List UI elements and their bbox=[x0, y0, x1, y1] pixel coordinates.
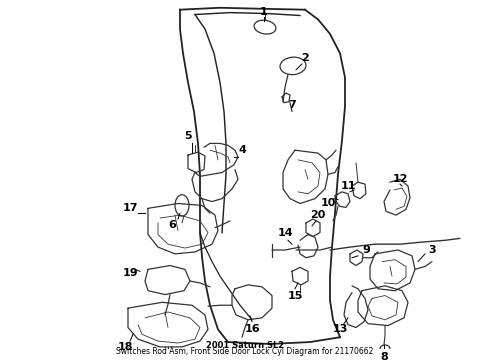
Text: 15: 15 bbox=[287, 291, 303, 301]
Text: 1: 1 bbox=[260, 6, 268, 17]
Text: 14: 14 bbox=[277, 228, 293, 238]
Text: Switches Rod Asm, Front Side Door Lock Cyl Diagram for 21170662: Switches Rod Asm, Front Side Door Lock C… bbox=[116, 347, 374, 356]
Text: 16: 16 bbox=[244, 324, 260, 334]
Text: 5: 5 bbox=[184, 131, 192, 141]
Text: 18: 18 bbox=[117, 342, 133, 352]
Text: 20: 20 bbox=[310, 210, 326, 220]
Text: 9: 9 bbox=[362, 245, 370, 255]
Text: 11: 11 bbox=[340, 181, 356, 191]
Text: 19: 19 bbox=[122, 268, 138, 278]
Text: 2: 2 bbox=[301, 53, 309, 63]
Text: 4: 4 bbox=[238, 145, 246, 155]
Text: 13: 13 bbox=[332, 324, 348, 334]
Text: 3: 3 bbox=[428, 245, 436, 255]
Text: 10: 10 bbox=[320, 198, 336, 208]
Text: 7: 7 bbox=[288, 100, 296, 110]
Text: 2001 Saturn SL2: 2001 Saturn SL2 bbox=[206, 341, 284, 350]
Text: 17: 17 bbox=[122, 203, 138, 213]
Text: 12: 12 bbox=[392, 174, 408, 184]
Text: 6: 6 bbox=[168, 220, 176, 230]
Text: 8: 8 bbox=[380, 352, 388, 360]
